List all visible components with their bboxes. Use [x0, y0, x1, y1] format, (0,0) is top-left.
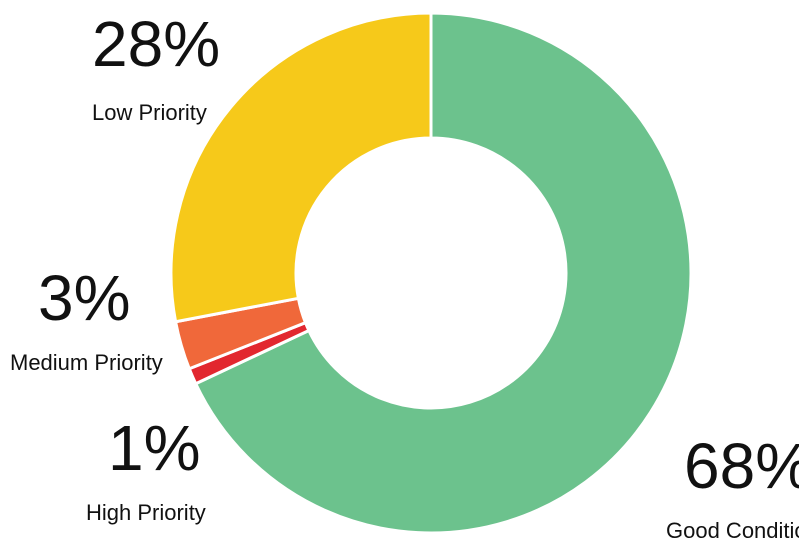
donut-slices: [169, 11, 693, 535]
good-condition-percent: 68%: [684, 430, 799, 502]
low-priority-label: Low Priority: [92, 100, 207, 125]
slice-low-priority: [169, 11, 433, 324]
good-condition-label: Good Condition: [666, 518, 799, 543]
medium-priority-percent: 3%: [38, 262, 131, 334]
slice-good-condition: [193, 11, 693, 535]
low-priority-percent: 28%: [92, 8, 220, 80]
medium-priority-label: Medium Priority: [10, 350, 163, 375]
high-priority-label: High Priority: [86, 500, 206, 525]
high-priority-percent: 1%: [108, 412, 201, 484]
